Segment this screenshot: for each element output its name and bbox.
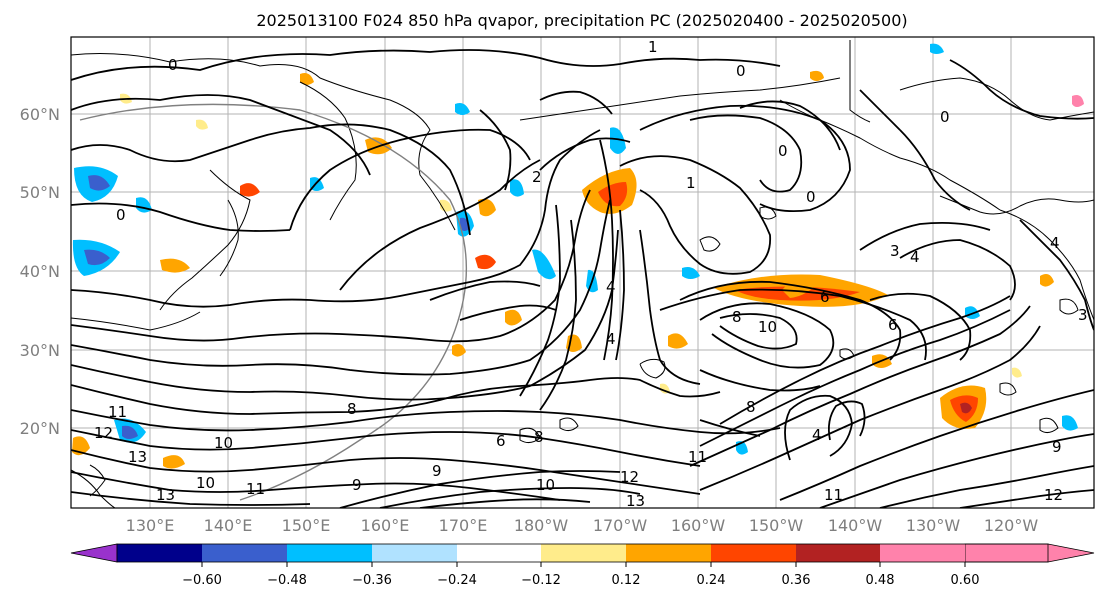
lat-label: 30°N xyxy=(20,341,60,360)
lon-label: 130°E xyxy=(126,516,175,535)
contour-label: 11 xyxy=(688,448,707,466)
contour-label: 2 xyxy=(532,168,542,186)
contour-label: 10 xyxy=(214,434,233,452)
colorbar-tick-label: 0.60 xyxy=(951,573,980,588)
colorbar-tick-label: −0.36 xyxy=(352,573,392,588)
contour-label: 4 xyxy=(606,278,616,296)
contour-label: 9 xyxy=(352,476,362,494)
lat-label: 20°N xyxy=(20,419,60,438)
lon-label: 150°E xyxy=(282,516,331,535)
lon-label: 160°W xyxy=(671,516,726,535)
colorbar-bin xyxy=(626,544,711,562)
map-frame xyxy=(70,36,1095,509)
minor-contours xyxy=(519,206,1079,444)
contour-label: 12 xyxy=(1044,486,1063,504)
reference-circle xyxy=(79,103,467,501)
contour-label: 0 xyxy=(940,108,950,126)
colorbar-bin xyxy=(457,544,541,562)
lat-label: 40°N xyxy=(20,262,60,281)
colorbar-tick-label: −0.60 xyxy=(182,573,222,588)
contour-label: 4 xyxy=(910,248,920,266)
contour-label: 0 xyxy=(736,62,746,80)
contour-label: 3 xyxy=(890,242,900,260)
map-title: 2025013100 F024 850 hPa qvapor, precipit… xyxy=(256,11,907,30)
contour-label: 6 xyxy=(496,432,506,450)
contour-label: 1 xyxy=(686,174,696,192)
contour-label: 10 xyxy=(758,318,777,336)
colorbar-tick-label: −0.48 xyxy=(267,573,307,588)
contour-label: 12 xyxy=(94,424,113,442)
lon-label: 150°W xyxy=(749,516,804,535)
contour-labels: 0 1 0 0 0 0 1 2 0 3 4 4 4 4 6 8 10 6 8 9 xyxy=(94,38,1088,510)
contour-label: 6 xyxy=(888,316,898,334)
contour-label: 0 xyxy=(116,206,126,224)
contour-label: 9 xyxy=(1052,438,1062,456)
contour-label: 13 xyxy=(128,448,147,466)
contour-label: 8 xyxy=(732,308,742,326)
colorbar-bin xyxy=(880,544,965,562)
colorbar-tick-label: 0.36 xyxy=(782,573,811,588)
colorbar-bin xyxy=(202,544,287,562)
lon-label: 120°W xyxy=(984,516,1039,535)
lon-label: 140°W xyxy=(828,516,883,535)
colorbar-tick-label: 0.48 xyxy=(866,573,895,588)
contour-label: 13 xyxy=(156,486,175,504)
contour-label: 11 xyxy=(108,403,127,421)
contour-label: 12 xyxy=(620,468,639,486)
contour-label: 4 xyxy=(606,330,616,348)
qvapor-contours xyxy=(71,49,1094,508)
contour-label: 0 xyxy=(168,56,178,74)
lon-label: 170°E xyxy=(439,516,488,535)
latitude-labels: 60°N 50°N 40°N 30°N 20°N xyxy=(20,105,60,438)
colorbar-tick-label: −0.12 xyxy=(521,573,561,588)
contour-label: 8 xyxy=(746,398,756,416)
contour-label: 0 xyxy=(778,142,788,160)
contour-label: 13 xyxy=(626,492,645,510)
colorbar-tick-label: 0.12 xyxy=(612,573,641,588)
lat-label: 60°N xyxy=(20,105,60,124)
colorbar: −0.60 −0.48 −0.36 −0.24 −0.12 0.12 0.24 … xyxy=(70,543,1095,588)
lon-label: 140°E xyxy=(204,516,253,535)
contour-label: 1 xyxy=(648,38,658,56)
contour-label: 3 xyxy=(1078,306,1088,324)
colorbar-bin xyxy=(541,544,626,562)
colorbar-tick-label: −0.24 xyxy=(437,573,477,588)
longitude-labels: 130°E 140°E 150°E 160°E 170°E 180°W 170°… xyxy=(126,516,1039,535)
contour-label: 6 xyxy=(820,288,830,306)
colorbar-bin xyxy=(796,544,880,562)
lon-label: 180°W xyxy=(514,516,569,535)
colorbar-bin xyxy=(287,544,372,562)
contour-label: 11 xyxy=(824,486,843,504)
colorbar-ticks xyxy=(201,562,966,567)
colorbar-extend-high xyxy=(964,543,1095,563)
contour-label: 8 xyxy=(534,428,544,446)
contour-label: 4 xyxy=(1050,234,1060,252)
contour-label: 10 xyxy=(196,474,215,492)
lon-label: 160°E xyxy=(361,516,410,535)
colorbar-frame xyxy=(116,543,1049,563)
contour-label: 4 xyxy=(812,426,822,444)
contour-label: 11 xyxy=(246,480,265,498)
contour-label: 10 xyxy=(536,476,555,494)
colorbar-bin xyxy=(372,544,457,562)
colorbar-bin xyxy=(117,544,202,562)
colorbar-extend-low xyxy=(70,543,118,563)
colorbar-bin xyxy=(711,544,796,562)
lon-label: 170°W xyxy=(593,516,648,535)
map-panel: 0 1 0 0 0 0 1 2 0 3 4 4 4 4 6 8 10 6 8 9 xyxy=(70,36,1095,510)
contour-label: 8 xyxy=(347,400,357,418)
lon-label: 130°W xyxy=(906,516,961,535)
contour-label: 0 xyxy=(806,188,816,206)
lat-label: 50°N xyxy=(20,183,60,202)
colorbar-tick-label: 0.24 xyxy=(697,573,726,588)
contour-label: 9 xyxy=(432,462,442,480)
